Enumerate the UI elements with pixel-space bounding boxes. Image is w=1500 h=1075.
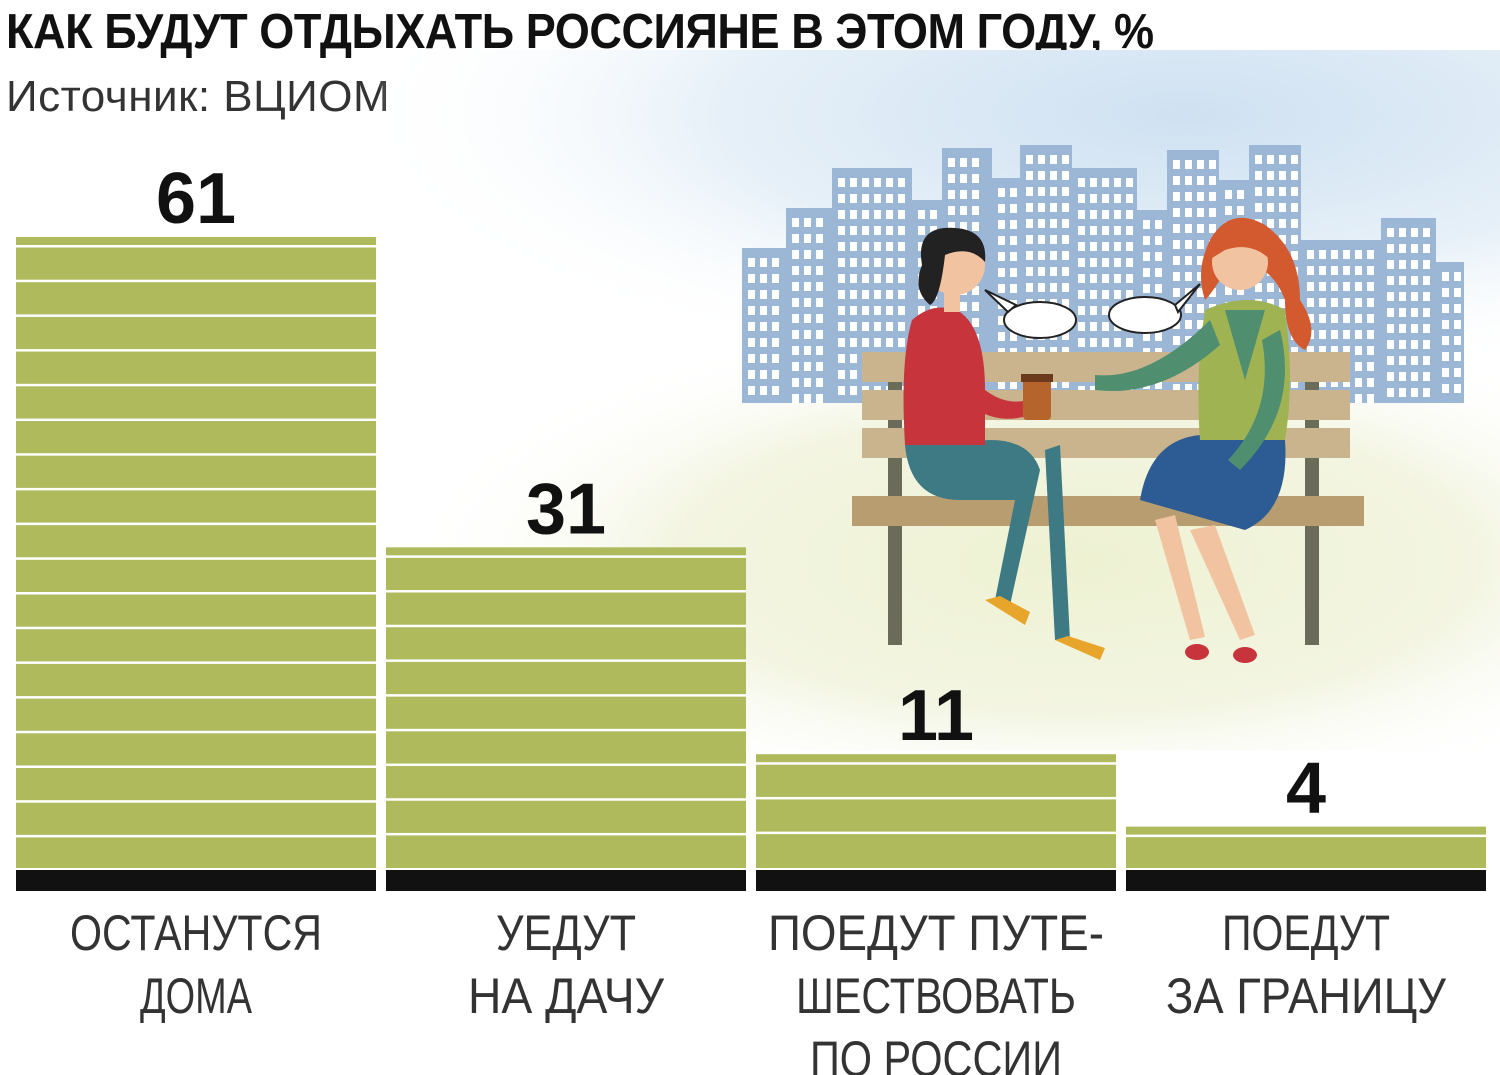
bar-value-label: 61 — [156, 159, 236, 239]
bar-1-stripe — [16, 557, 376, 560]
category-label: ЗА ГРАНИЦУ — [1166, 968, 1446, 1024]
bar-2-stripe — [386, 694, 746, 697]
category-label: УЕДУТ — [496, 905, 636, 961]
bar-3-stripe — [756, 796, 1116, 800]
category-label: ДОМА — [140, 968, 252, 1024]
bar-2-stripe — [386, 798, 746, 801]
category-label: ПО РОССИИ — [810, 1031, 1062, 1075]
bar-3-stripe — [756, 831, 1116, 835]
bar-2-stripe — [386, 659, 746, 662]
woman-right-illustration — [1095, 217, 1312, 663]
bar-value-label: 4 — [1286, 749, 1326, 829]
category-label: НА ДАЧУ — [468, 968, 664, 1024]
bar-1-stripe — [16, 730, 376, 734]
bar-1 — [16, 237, 376, 868]
category-label: ШЕСТВОВАТЬ — [796, 968, 1076, 1024]
bar-1-stripe — [16, 834, 376, 838]
bar-1-stripe — [16, 487, 376, 491]
bar-1-stripe — [16, 522, 376, 526]
bar-2-stripe — [386, 590, 746, 593]
bar-2-stripe — [386, 555, 746, 558]
bar-4 — [1126, 826, 1486, 868]
bar-4-base — [1126, 870, 1486, 891]
bar-1-stripe — [16, 696, 376, 699]
bar-1-stripe — [16, 626, 376, 630]
bar-1-stripe — [16, 418, 376, 421]
bar-1-stripe — [16, 349, 376, 352]
bar-2-stripe — [386, 624, 746, 628]
bars-group: 61 ОСТАНУТСЯ ДОМА 31 УЕДУТ НА ДАЧУ 11 ПОЕДУТ ПУ… — [16, 159, 1486, 1075]
bar-1-base — [16, 870, 376, 891]
woman-left-illustration — [903, 227, 1105, 660]
bar-2-stripe — [386, 728, 746, 732]
bar-value-label: 11 — [898, 676, 974, 756]
bar-1-stripe — [16, 314, 376, 317]
bar-3 — [756, 754, 1116, 868]
bar-3-base — [756, 870, 1116, 891]
bar-2-stripe — [386, 763, 746, 767]
bar-1-stripe — [16, 765, 376, 768]
bar-2-base — [386, 870, 746, 891]
bar-1-stripe — [16, 245, 376, 248]
bar-1-stripe — [16, 800, 376, 803]
bar-1-stripe — [16, 279, 376, 283]
bar-1-stripe — [16, 453, 376, 456]
category-label: ОСТАНУТСЯ — [70, 905, 322, 961]
category-label: ПОЕДУТ ПУТЕ- — [768, 905, 1104, 961]
bar-1-stripe — [16, 592, 376, 595]
speech-bubble-left-icon — [984, 289, 1077, 339]
bar-1-stripe — [16, 383, 376, 387]
chart-source: Источник: ВЦИОМ — [6, 72, 391, 121]
speech-bubble-right-icon — [1108, 283, 1201, 334]
bar-3-stripe — [756, 762, 1116, 765]
category-label: ПОЕДУТ — [1222, 905, 1390, 961]
bar-value-label: 31 — [526, 469, 606, 549]
bar-4-stripe — [1126, 834, 1486, 838]
bar-2-stripe — [386, 832, 746, 836]
bar-2 — [386, 547, 746, 868]
bar-1-stripe — [16, 661, 376, 664]
